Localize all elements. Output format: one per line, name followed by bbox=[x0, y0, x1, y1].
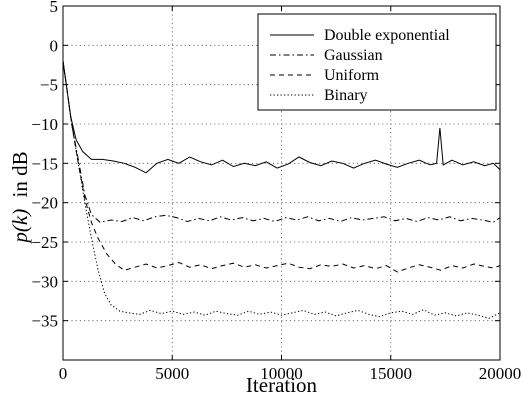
legend-box bbox=[257, 13, 497, 111]
y-tick-label: 5 bbox=[50, 0, 59, 16]
y-tick-label: −15 bbox=[31, 154, 58, 173]
legend-label: Gaussian bbox=[324, 47, 383, 64]
series-layer bbox=[62, 61, 501, 319]
y-tick-label: −5 bbox=[40, 76, 58, 95]
y-axis-label-function: p(k) bbox=[8, 209, 32, 245]
x-axis-label: Iteration bbox=[246, 373, 318, 397]
series-line-uniform bbox=[62, 61, 501, 273]
series-line-binary bbox=[62, 61, 501, 319]
y-tick-label: 0 bbox=[50, 36, 59, 55]
y-tick-label: −25 bbox=[31, 233, 58, 252]
x-tick-label: 5000 bbox=[155, 364, 189, 383]
series-line-gaussian bbox=[62, 61, 501, 223]
x-tick-label: 20000 bbox=[479, 364, 522, 383]
y-tick-label: −35 bbox=[31, 312, 58, 331]
legend-label: Double exponential bbox=[324, 27, 450, 44]
y-tick-label: −20 bbox=[31, 194, 58, 213]
axis-ticks: 0 5000 10000 15000 20000 5 0 −5 −10 −15 −20 −25 −30 −… bbox=[31, 0, 521, 383]
x-tick-label: 0 bbox=[59, 364, 68, 383]
legend-label: Uniform bbox=[324, 67, 380, 84]
x-tick-label: 10000 bbox=[260, 364, 303, 383]
y-tick-label: −10 bbox=[31, 115, 58, 134]
legend: Double exponential Gaussian Uniform Binary bbox=[257, 13, 497, 111]
y-axis-label-unit: in dB bbox=[8, 151, 32, 197]
y-axis-label: p(k) in dB bbox=[8, 151, 32, 244]
legend-label: Binary bbox=[324, 87, 368, 104]
y-tick-label: −30 bbox=[31, 272, 58, 291]
series-line-double-exponential bbox=[62, 61, 501, 174]
x-tick-label: 15000 bbox=[370, 364, 413, 383]
